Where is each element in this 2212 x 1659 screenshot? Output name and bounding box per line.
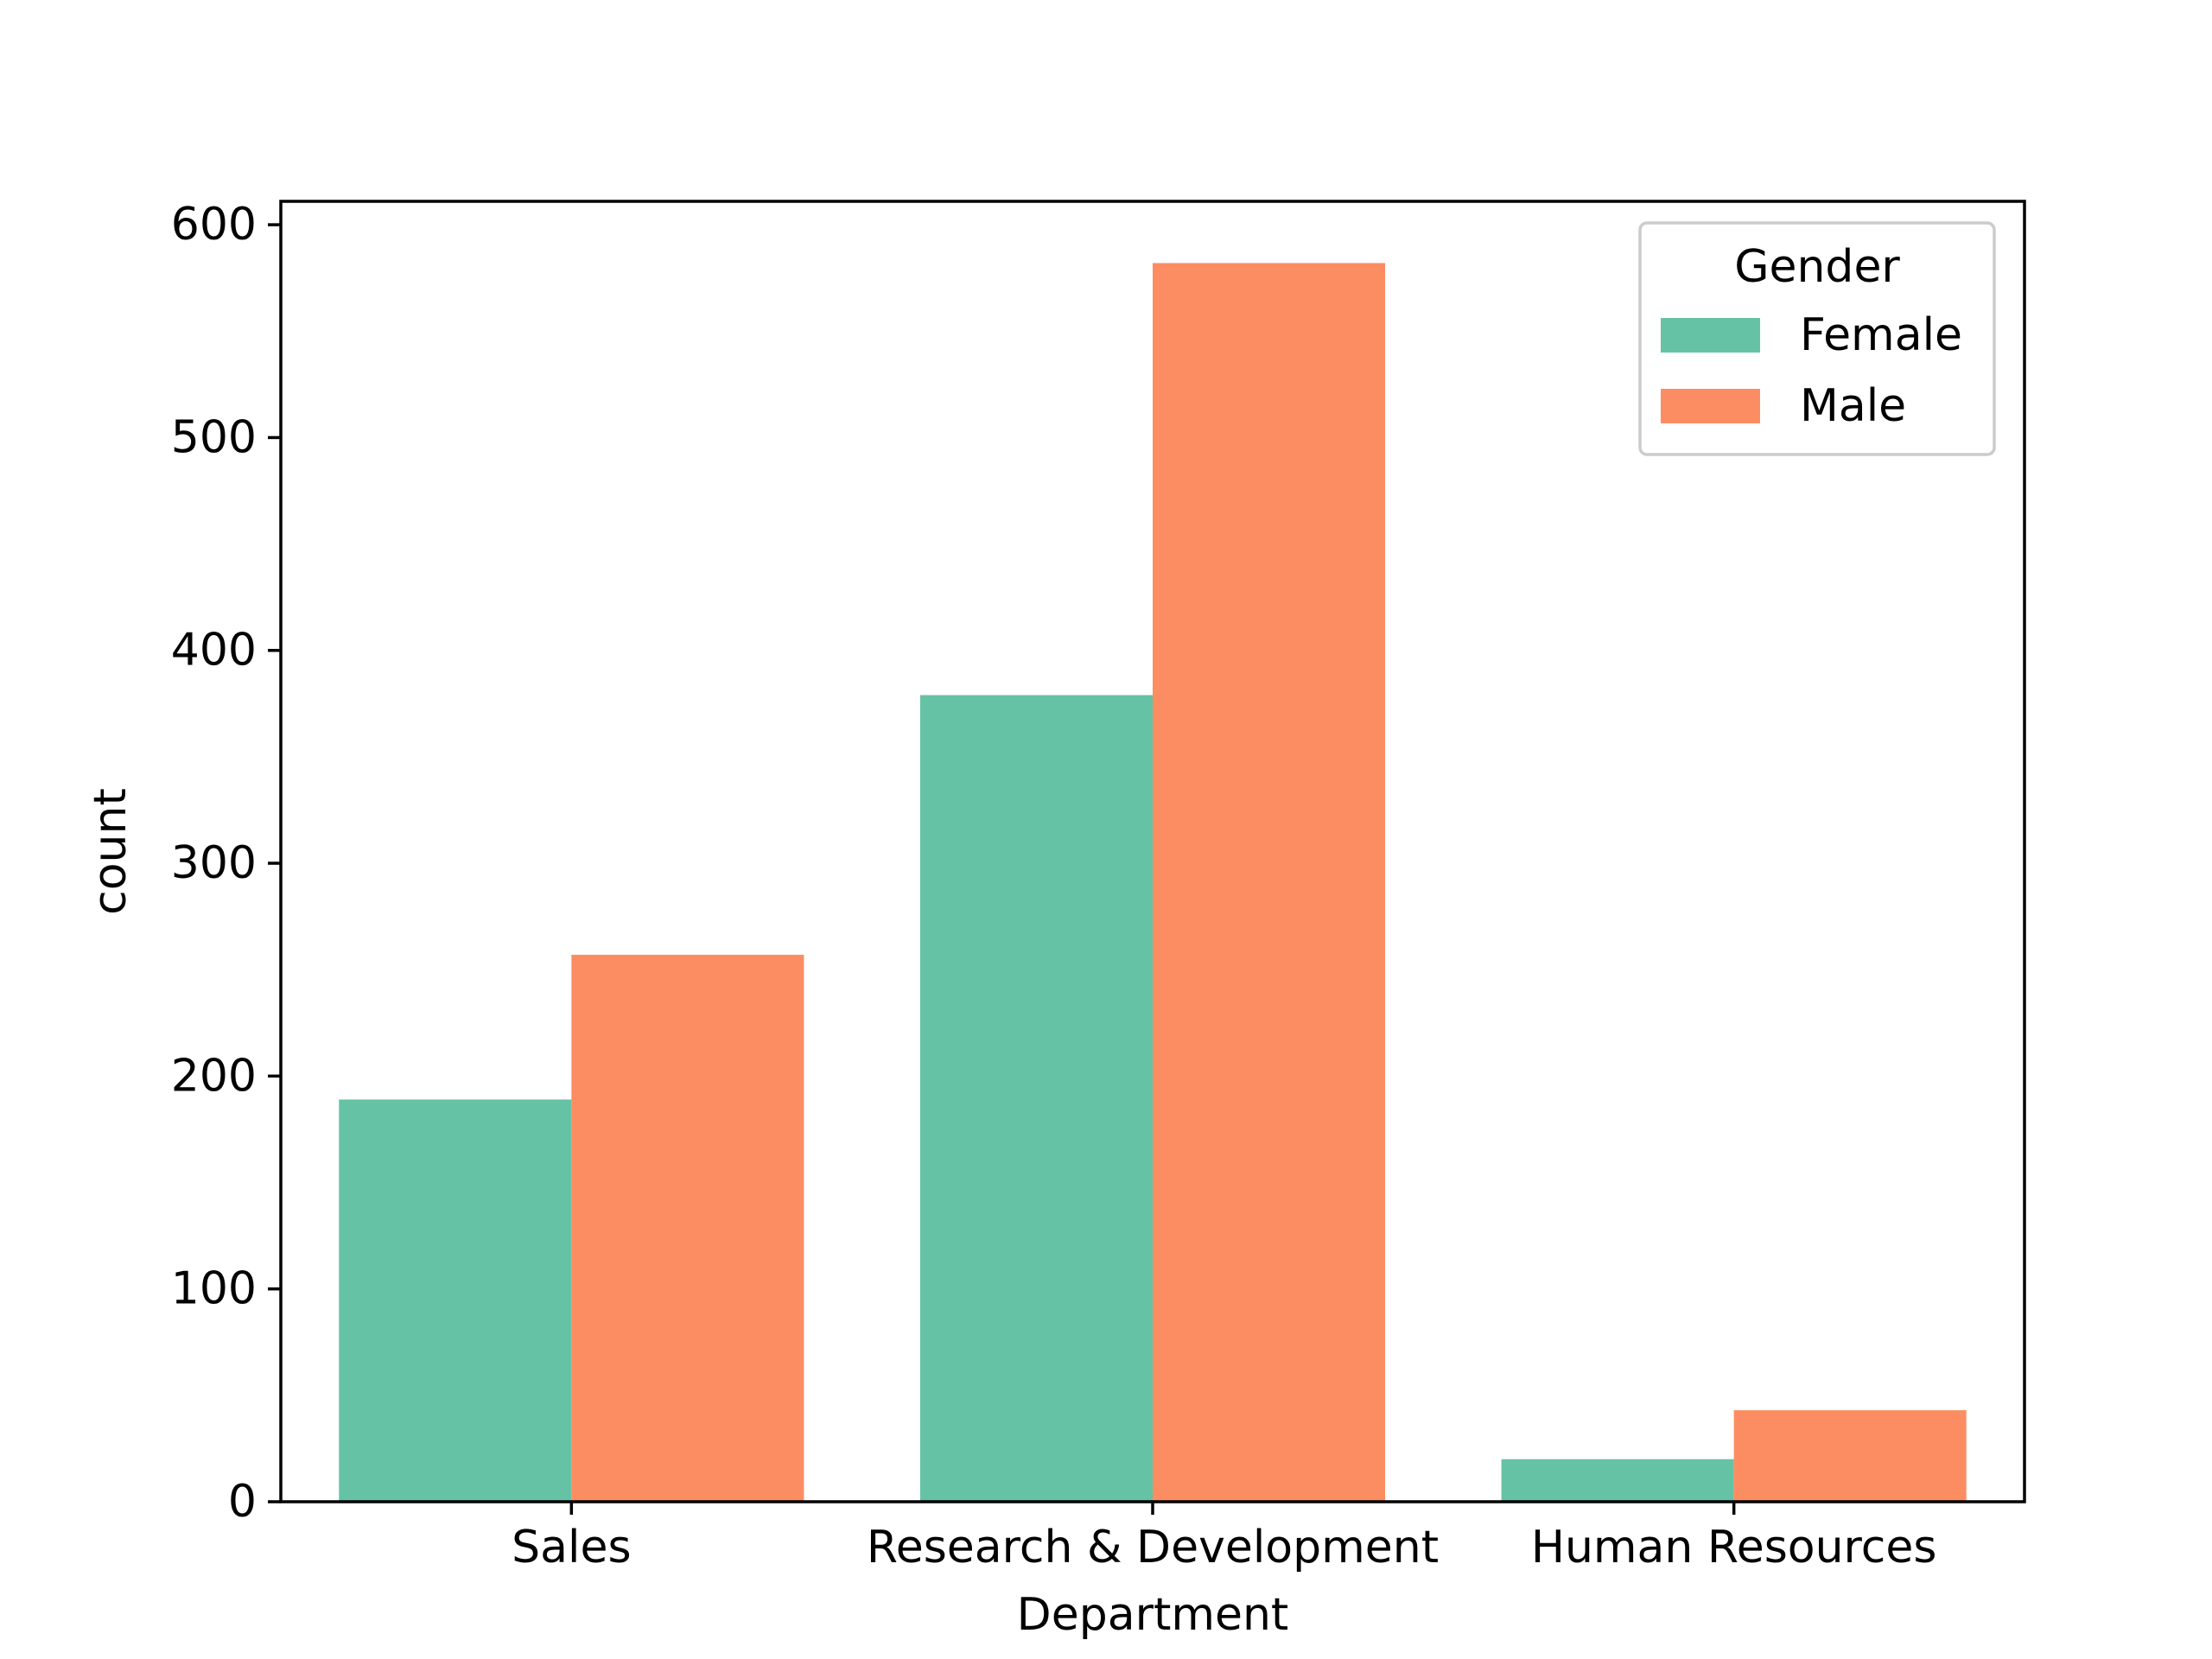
bar-male-1 xyxy=(1153,263,1386,1502)
bar-female-1 xyxy=(919,695,1153,1502)
bar-female-2 xyxy=(1501,1459,1734,1502)
legend-label-female: Female xyxy=(1800,309,1962,361)
y-axis-ticks: 0 100 200 300 400 500 600 xyxy=(171,199,281,1528)
legend-swatch-female xyxy=(1661,318,1760,353)
bar-female-0 xyxy=(339,1099,572,1502)
y-tick-label: 0 xyxy=(228,1476,257,1528)
y-tick-label: 100 xyxy=(171,1263,257,1315)
plot-frame xyxy=(279,200,2026,1503)
x-tick-label: Human Resources xyxy=(1531,1522,1937,1573)
y-tick-label: 600 xyxy=(171,199,257,251)
legend-title: Gender xyxy=(1734,241,1900,293)
x-axis-title: Department xyxy=(1017,1589,1289,1641)
bar-male-2 xyxy=(1733,1410,1967,1502)
legend-label-male: Male xyxy=(1800,380,1906,432)
x-axis-ticks: Sales Research & Development Human Resourc… xyxy=(512,1502,1936,1573)
bars-group xyxy=(339,263,1967,1502)
y-tick-label: 400 xyxy=(171,625,257,677)
bar-male-0 xyxy=(571,954,804,1502)
x-tick-label: Sales xyxy=(512,1522,631,1573)
legend: Gender Female Male xyxy=(1638,221,1996,456)
y-tick-label: 500 xyxy=(171,411,257,463)
y-axis-title: count xyxy=(85,788,137,915)
legend-swatch-male xyxy=(1661,389,1760,423)
y-tick-label: 200 xyxy=(171,1050,257,1102)
x-tick-label: Research & Development xyxy=(867,1522,1439,1573)
y-tick-label: 300 xyxy=(171,837,257,889)
legend-items: Female Male xyxy=(1661,309,1962,432)
